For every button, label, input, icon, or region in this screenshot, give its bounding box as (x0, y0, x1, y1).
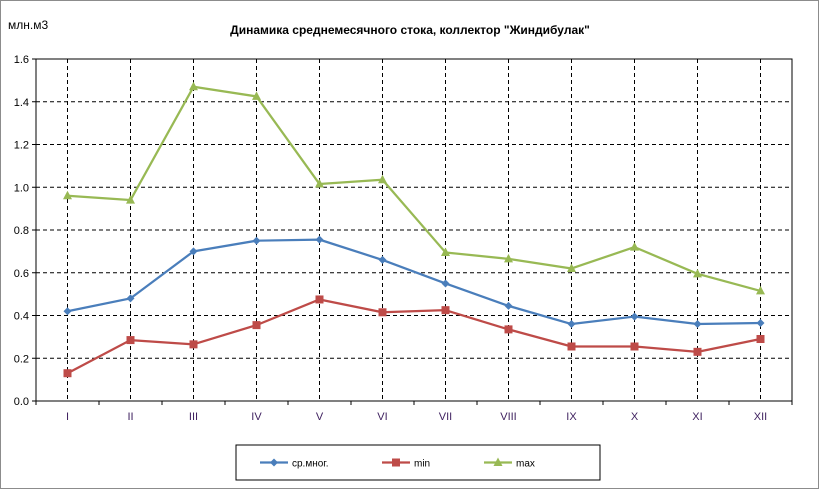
y-tick-label: 1.0 (14, 182, 29, 194)
legend-label: min (414, 459, 430, 470)
data-point (630, 312, 639, 321)
data-point (693, 320, 702, 329)
chart-title: Динамика среднемесячного стока, коллекто… (230, 23, 590, 37)
y-tick-label: 1.6 (14, 54, 29, 66)
x-tick-label: XII (754, 411, 767, 423)
x-tick-label: IV (251, 411, 262, 423)
y-axis-unit-label: млн.м3 (8, 18, 48, 32)
x-tick-label: X (631, 411, 639, 423)
x-tick-label: IX (566, 411, 577, 423)
data-point (252, 91, 261, 100)
data-point (567, 320, 576, 329)
data-point (126, 294, 135, 303)
x-tick-label: III (189, 411, 198, 423)
legend-swatch-marker (392, 458, 400, 467)
data-point (252, 321, 261, 330)
data-point (756, 318, 765, 327)
data-point (504, 325, 513, 334)
legend-swatch-marker (493, 457, 503, 466)
plot-area: 0.00.20.40.60.81.01.21.41.6I II III IV V VI VI… (14, 54, 793, 423)
y-tick-label: 1.2 (14, 140, 29, 152)
series-line (66, 298, 761, 375)
series-max (63, 81, 765, 295)
data-point (63, 190, 72, 200)
legend-label: ср.мног. (292, 459, 329, 470)
data-point (567, 263, 576, 272)
series-line (67, 85, 761, 293)
data-point (126, 336, 135, 345)
x-tick-label: II (127, 411, 133, 423)
data-point (441, 306, 450, 315)
data-point (567, 342, 576, 351)
legend: ср.мног. min max (235, 444, 601, 481)
data-point (315, 179, 324, 188)
data-point (693, 268, 702, 278)
data-point (441, 279, 450, 288)
data-point (630, 342, 639, 351)
x-tick-label: I (66, 411, 69, 423)
data-point (630, 242, 639, 251)
x-tick-label: XI (692, 411, 702, 423)
data-point (693, 347, 702, 356)
data-point (189, 81, 198, 91)
y-tick-label: 0.0 (14, 396, 29, 408)
data-point (189, 340, 198, 349)
y-tick-label: 0.8 (14, 225, 29, 237)
x-tick-label: V (316, 411, 324, 423)
x-tick-label: VII (439, 411, 452, 423)
data-point (189, 247, 198, 256)
data-point (126, 195, 135, 204)
data-point (378, 308, 387, 317)
x-tick-label: VIII (500, 411, 517, 423)
data-point (504, 253, 513, 263)
data-point (252, 236, 261, 245)
plot-border (35, 58, 793, 402)
data-point (378, 174, 387, 184)
data-point (504, 301, 513, 310)
x-tick-label: VI (377, 411, 387, 423)
legend-label: max (516, 459, 535, 470)
series-ср.мног. (63, 235, 765, 329)
data-point (63, 369, 72, 378)
y-tick-label: 0.6 (14, 268, 29, 280)
data-point (63, 307, 72, 316)
y-tick-label: 0.2 (14, 353, 29, 365)
y-tick-label: 0.4 (14, 311, 29, 323)
data-point (756, 285, 765, 295)
data-point (315, 295, 324, 304)
data-point (756, 335, 765, 344)
legend-box (235, 444, 601, 481)
data-point (315, 235, 324, 244)
y-tick-label: 1.4 (14, 97, 29, 109)
data-point (378, 255, 387, 264)
series-min (63, 295, 765, 378)
data-point (441, 247, 450, 256)
series-line (67, 238, 761, 326)
legend-swatch-marker (270, 458, 278, 467)
